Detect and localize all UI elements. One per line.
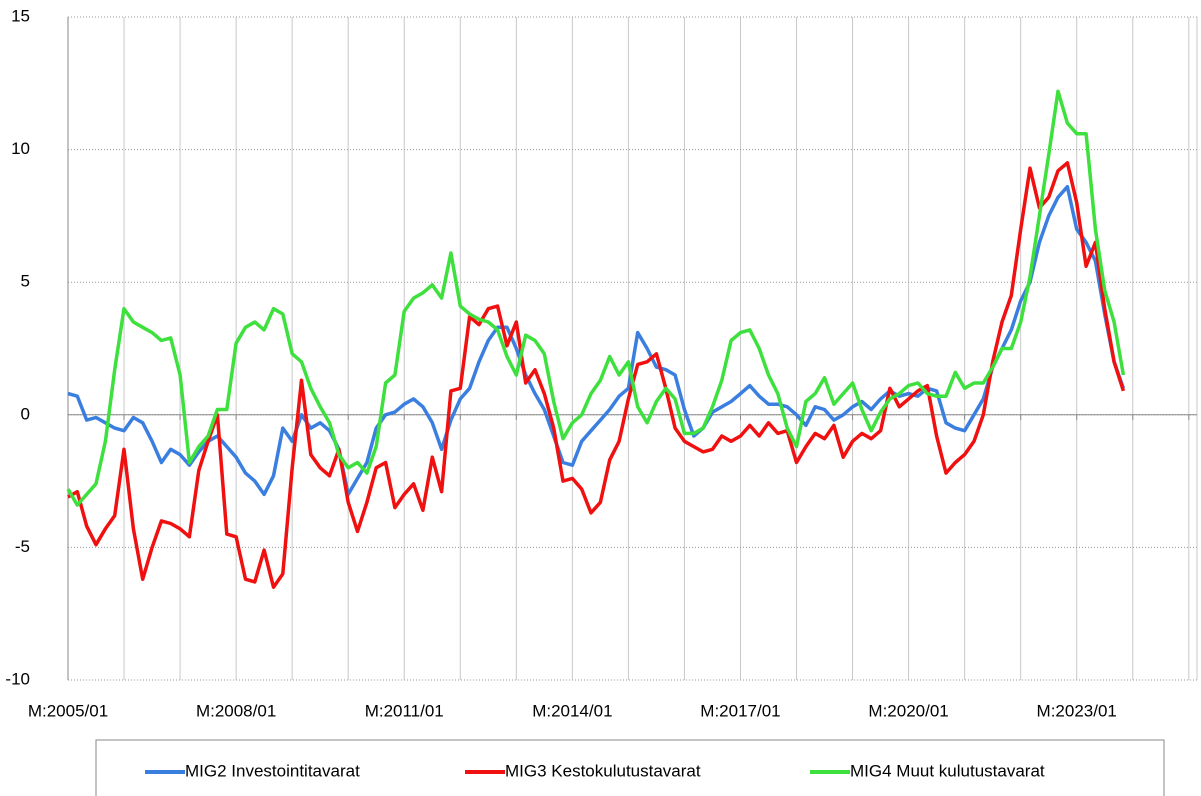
y-tick-label: -5	[15, 537, 30, 556]
legend-label: MIG2 Investointitavarat	[185, 761, 360, 780]
x-tick-label: M:2011/01	[365, 701, 444, 720]
x-tick-label: M:2014/01	[532, 701, 612, 720]
y-tick-label: 10	[11, 139, 30, 158]
x-tick-label: M:2020/01	[868, 701, 948, 720]
legend-box	[95, 739, 1165, 796]
x-tick-label: M:2008/01	[196, 701, 276, 720]
legend-label: MIG4 Muut kulutustavarat	[850, 761, 1045, 780]
legend-label: MIG3 Kestokulutustavarat	[505, 761, 701, 780]
y-tick-label: 0	[21, 404, 30, 423]
x-tick-label: M:2017/01	[700, 701, 780, 720]
y-tick-label: -10	[5, 669, 30, 688]
series-line	[66, 89, 1126, 507]
x-tick-label: M:2005/01	[28, 701, 108, 720]
series-line	[67, 161, 1126, 589]
y-tick-label: 5	[21, 272, 30, 291]
x-tick-label: M:2023/01	[1037, 701, 1117, 720]
y-tick-label: 15	[11, 6, 30, 25]
series-line	[67, 184, 1126, 497]
